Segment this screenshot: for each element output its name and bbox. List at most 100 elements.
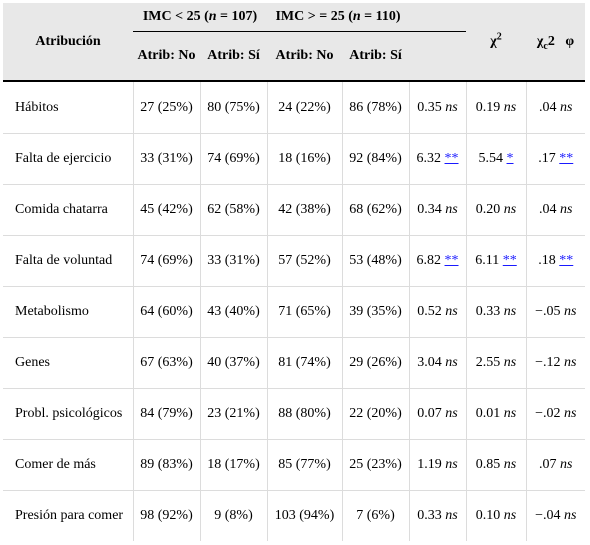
significance-link[interactable]: * — [506, 151, 514, 166]
cell-chi-square: 6.82 ** — [408, 235, 467, 287]
cell-chi-square: 0.33 ns — [408, 490, 467, 541]
cell-phi-value: −.02 — [535, 406, 561, 421]
cell-g2-atrib-si-text: 92 (84%) — [349, 151, 402, 166]
significance-label: ns — [503, 202, 517, 217]
cell-g1-atrib-no-text: 67 (63%) — [140, 355, 193, 370]
cell-chi-square-value: 0.35 — [417, 99, 442, 115]
cell-chi-square-value: 0.07 — [417, 406, 442, 421]
row-attribution-label: Genes — [3, 337, 133, 389]
cell-g2-atrib-no-text: 18 (16%) — [278, 151, 331, 166]
cell-g1-atrib-no-text: 45 (42%) — [140, 202, 193, 217]
cell-g1-atrib-si-text: 74 (69%) — [207, 151, 260, 166]
cell-chi-square: 3.04 ns — [408, 337, 467, 389]
cell-g2-atrib-si-text: 86 (78%) — [349, 99, 402, 115]
cell-chi-square-value: 0.33 — [417, 508, 442, 523]
cell-g2-atrib-si-text: 25 (23%) — [349, 457, 402, 472]
significance-label: ns — [503, 508, 517, 523]
significance-label: ns — [445, 99, 458, 115]
cell-g1-atrib-si-text: 43 (40%) — [207, 304, 260, 319]
cell-chi-corrected-value: 0.10 — [475, 508, 501, 523]
row-attribution-label: Falta de voluntad — [3, 235, 133, 287]
cell-phi: .04 ns — [525, 81, 586, 134]
cell-chi-corrected: 6.11 ** — [465, 235, 527, 287]
row-attribution-label: Falta de ejercicio — [3, 133, 133, 185]
cell-g2-atrib-si-text: 29 (26%) — [349, 355, 402, 370]
significance-label: ns — [560, 202, 573, 217]
cell-chi-corrected-value: 0.01 — [475, 406, 501, 421]
significance-label: ns — [503, 99, 517, 115]
cell-chi-square-value: 6.32 — [416, 151, 442, 166]
significance-label: ns — [445, 508, 458, 523]
row-attribution-label: Presión para comer — [3, 490, 133, 541]
cell-chi-square: 0.52 ns — [408, 286, 467, 338]
cell-phi-value: −.12 — [535, 355, 561, 370]
significance-label: ns — [445, 406, 458, 421]
significance-label: ns — [503, 406, 517, 421]
table-row: Falta de ejercicio 33 (31%) 74 (69%) 18 (16… — [3, 133, 586, 185]
cell-chi-corrected-value: 0.20 — [475, 202, 501, 217]
significance-link[interactable]: ** — [559, 151, 574, 166]
cell-phi: .17 ** — [525, 133, 586, 185]
significance-label: ns — [563, 355, 577, 370]
cell-g2-atrib-no-text: 103 (94%) — [274, 508, 335, 523]
cell-phi: −.12 ns — [525, 337, 586, 389]
significance-label: ns — [563, 406, 577, 421]
cell-phi: .18 ** — [525, 235, 586, 287]
cell-chi-corrected-value: 6.11 — [475, 253, 500, 268]
significance-link[interactable]: ** — [559, 253, 574, 268]
header-blank — [409, 3, 467, 32]
cell-chi-corrected: 5.54 * — [465, 133, 527, 185]
significance-label: ns — [503, 355, 517, 370]
attribution-table: Atribución IMC < 25 (n = 107) IMC > = 25… — [3, 3, 586, 541]
row-attribution-label-text: Metabolismo — [15, 304, 89, 319]
cell-g2-atrib-si: 22 (20%) — [341, 388, 410, 440]
row-attribution-label: Comida chatarra — [3, 184, 133, 236]
cell-g1-atrib-no: 27 (25%) — [132, 81, 200, 134]
significance-label: ns — [560, 99, 573, 115]
table-row: Genes 67 (63%) 40 (37%) 81 (74%) 29 (26%) 3.0… — [3, 337, 586, 389]
row-attribution-label: Hábitos — [3, 81, 133, 134]
table-row: Comida chatarra 45 (42%) 62 (58%) 42 (38%) 6… — [3, 184, 586, 236]
cell-phi-value: .07 — [539, 457, 557, 472]
cell-g2-atrib-no-text: 85 (77%) — [278, 457, 331, 472]
header-attribution: Atribución — [3, 3, 133, 82]
cell-g1-atrib-si: 18 (17%) — [199, 439, 268, 491]
cell-g1-atrib-no: 33 (31%) — [132, 133, 200, 185]
row-attribution-label: Probl. psicológicos — [3, 388, 133, 440]
cell-g2-atrib-si-text: 7 (6%) — [356, 508, 395, 523]
cell-g2-atrib-no: 81 (74%) — [266, 337, 343, 389]
cell-g2-atrib-no-text: 81 (74%) — [278, 355, 331, 370]
cell-chi-square-value: 3.04 — [417, 355, 442, 370]
cell-phi-value: .17 — [538, 151, 556, 166]
cell-g1-atrib-si: 23 (21%) — [199, 388, 268, 440]
cell-g1-atrib-si-text: 18 (17%) — [207, 457, 260, 472]
table-row: Presión para comer 98 (92%) 9 (8%) 103 (94%… — [3, 490, 586, 541]
table-row: Metabolismo 64 (60%) 43 (40%) 71 (65%) 39 (3… — [3, 286, 586, 338]
significance-link[interactable]: ** — [502, 253, 517, 268]
cell-g1-atrib-si: 62 (58%) — [199, 184, 268, 236]
cell-g1-atrib-no: 74 (69%) — [132, 235, 200, 287]
cell-phi-value: −.04 — [535, 508, 561, 523]
cell-g2-atrib-no-text: 57 (52%) — [278, 253, 331, 268]
cell-chi-corrected-value: 0.33 — [475, 304, 501, 319]
cell-chi-corrected: 0.01 ns — [465, 388, 527, 440]
cell-g2-atrib-si-text: 68 (62%) — [349, 202, 402, 217]
cell-chi-square: 6.32 ** — [408, 133, 467, 185]
cell-g1-atrib-no: 45 (42%) — [132, 184, 200, 236]
cell-g2-atrib-si-text: 39 (35%) — [349, 304, 402, 319]
cell-phi: .04 ns — [525, 184, 586, 236]
significance-label: ns — [563, 508, 577, 523]
cell-g1-atrib-no-text: 84 (79%) — [140, 406, 193, 421]
significance-link[interactable]: ** — [444, 253, 459, 268]
significance-link[interactable]: ** — [444, 151, 459, 166]
cell-g2-atrib-si: 29 (26%) — [341, 337, 410, 389]
row-attribution-label-text: Comida chatarra — [15, 202, 108, 217]
header-g1-atrib-si: Atrib: Sí — [200, 31, 268, 82]
cell-g1-atrib-no-text: 27 (25%) — [140, 99, 193, 115]
cell-chi-square: 0.34 ns — [408, 184, 467, 236]
header-chi-square: χ2 — [466, 3, 527, 82]
cell-chi-corrected: 0.85 ns — [465, 439, 527, 491]
cell-g2-atrib-si: 25 (23%) — [341, 439, 410, 491]
cell-g2-atrib-no: 24 (22%) — [266, 81, 343, 134]
